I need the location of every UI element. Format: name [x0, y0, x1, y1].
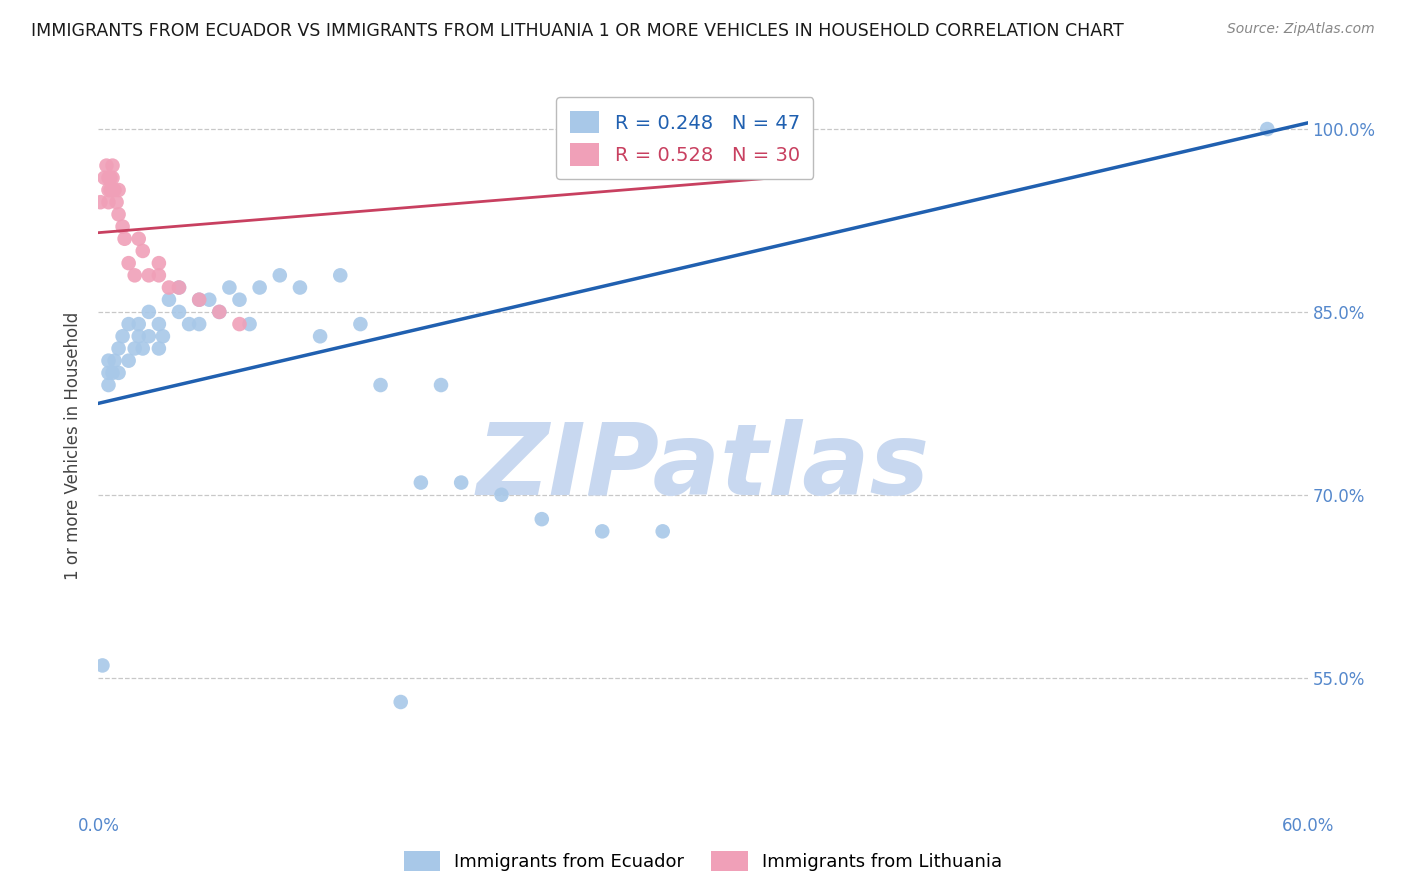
Point — [389, 695, 412, 709]
Point — [118, 353, 141, 368]
Point — [124, 268, 146, 283]
Y-axis label: 1 or more Vehicles in Household: 1 or more Vehicles in Household — [65, 312, 83, 580]
Point — [105, 195, 128, 210]
Point — [329, 268, 352, 283]
Point — [288, 280, 311, 294]
Point — [97, 170, 120, 185]
Point — [101, 170, 124, 185]
Legend: Immigrants from Ecuador, Immigrants from Lithuania: Immigrants from Ecuador, Immigrants from… — [396, 844, 1010, 879]
Point — [309, 329, 332, 343]
Point — [118, 317, 141, 331]
Point — [100, 183, 122, 197]
Point — [100, 170, 122, 185]
Point — [651, 524, 673, 539]
Point — [148, 256, 170, 270]
Point — [793, 159, 815, 173]
Point — [491, 488, 513, 502]
Point — [138, 305, 160, 319]
Point — [370, 378, 392, 392]
Point — [97, 378, 120, 392]
Point — [188, 293, 211, 307]
Point — [208, 305, 231, 319]
Point — [239, 317, 262, 331]
Point — [167, 280, 190, 294]
Point — [101, 366, 124, 380]
Point — [128, 232, 150, 246]
Point — [91, 658, 114, 673]
Point — [132, 244, 155, 258]
Text: IMMIGRANTS FROM ECUADOR VS IMMIGRANTS FROM LITHUANIA 1 OR MORE VEHICLES IN HOUSE: IMMIGRANTS FROM ECUADOR VS IMMIGRANTS FR… — [31, 22, 1123, 40]
Point — [111, 219, 134, 234]
Point — [530, 512, 553, 526]
Point — [148, 268, 170, 283]
Point — [128, 317, 150, 331]
Point — [111, 329, 134, 343]
Point — [157, 293, 180, 307]
Point — [409, 475, 432, 490]
Point — [167, 305, 190, 319]
Point — [93, 170, 115, 185]
Point — [148, 342, 170, 356]
Point — [101, 159, 124, 173]
Point — [103, 183, 125, 197]
Point — [97, 353, 120, 368]
Point — [430, 378, 453, 392]
Point — [97, 183, 120, 197]
Point — [450, 475, 472, 490]
Point — [132, 342, 155, 356]
Point — [249, 280, 271, 294]
Point — [114, 232, 136, 246]
Point — [107, 342, 129, 356]
Point — [107, 366, 129, 380]
Text: Source: ZipAtlas.com: Source: ZipAtlas.com — [1227, 22, 1375, 37]
Point — [218, 280, 240, 294]
Point — [228, 317, 250, 331]
Point — [138, 329, 160, 343]
Point — [89, 195, 111, 210]
Point — [167, 280, 190, 294]
Text: ZIPatlas: ZIPatlas — [477, 419, 929, 516]
Point — [208, 305, 231, 319]
Point — [198, 293, 221, 307]
Point — [107, 183, 129, 197]
Point — [103, 353, 125, 368]
Point — [97, 195, 120, 210]
Point — [96, 159, 118, 173]
Point — [138, 268, 160, 283]
Point — [118, 256, 141, 270]
Point — [107, 207, 129, 221]
Point — [228, 293, 250, 307]
Point — [124, 342, 146, 356]
Point — [188, 293, 211, 307]
Point — [179, 317, 201, 331]
Point — [157, 280, 180, 294]
Point — [128, 329, 150, 343]
Point — [349, 317, 371, 331]
Point — [152, 329, 174, 343]
Point — [148, 317, 170, 331]
Point — [651, 159, 673, 173]
Point — [97, 366, 120, 380]
Point — [591, 524, 613, 539]
Point — [1256, 122, 1278, 136]
Point — [269, 268, 291, 283]
Legend: R = 0.248   N = 47, R = 0.528   N = 30: R = 0.248 N = 47, R = 0.528 N = 30 — [557, 97, 814, 179]
Point — [188, 317, 211, 331]
